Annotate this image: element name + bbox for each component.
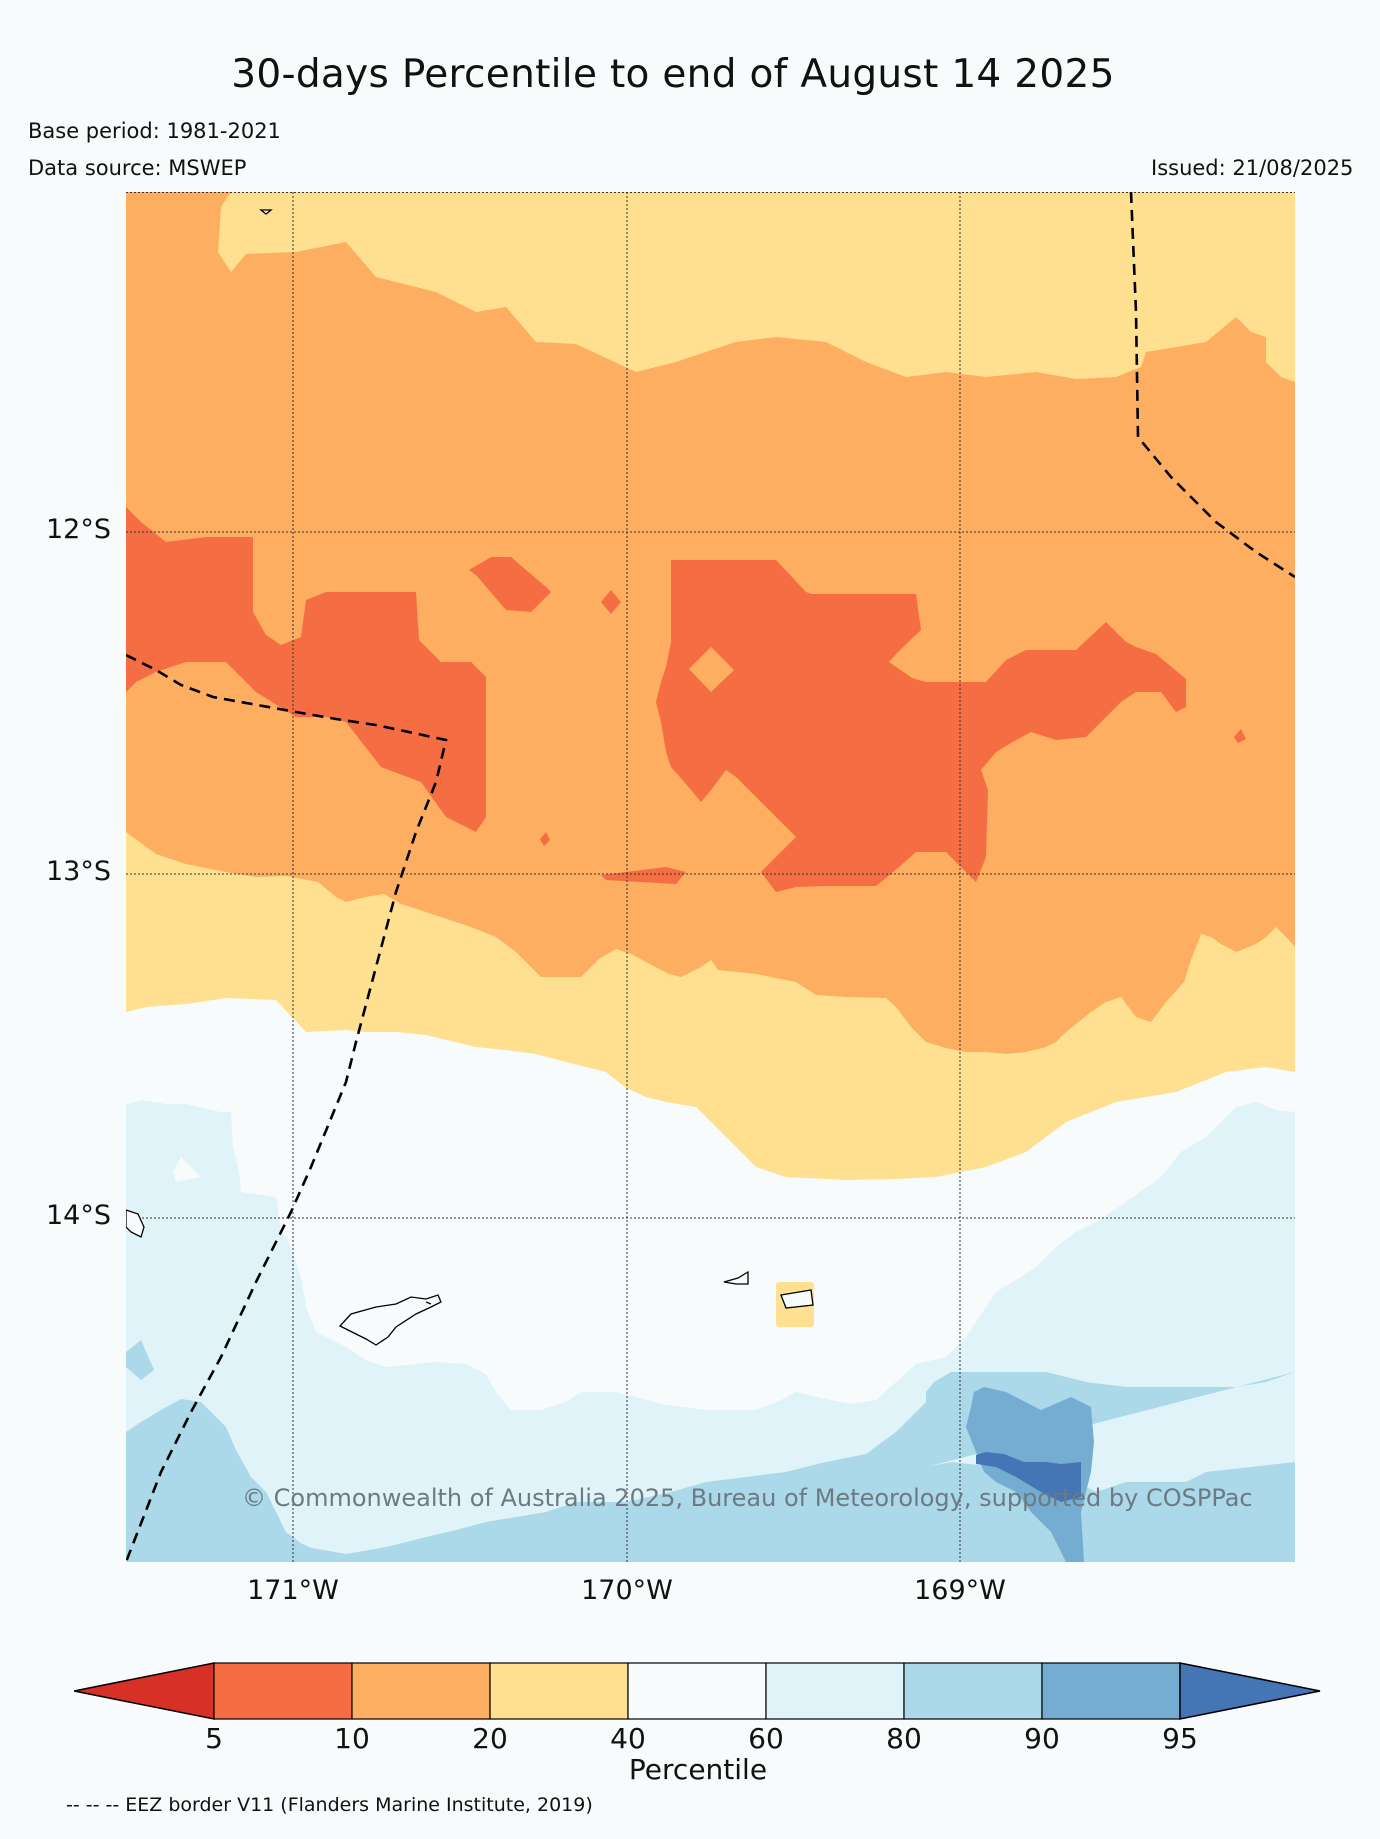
islands (126, 209, 814, 1346)
band-5-10-blob-e (1234, 729, 1246, 743)
map-title: 30-days Percentile to end of August 14 2… (231, 52, 1115, 97)
eez-legend-note: -- -- -- EEZ border V11 (Flanders Marine… (66, 1794, 593, 1816)
island-ofu-olosega (723, 1270, 749, 1285)
island-aunuu (425, 1301, 432, 1305)
island-tutuila (338, 1294, 442, 1346)
eez-border-west (126, 653, 448, 1562)
colorbar-tick-40: 40 (610, 1722, 646, 1755)
colorbar-tick-80: 80 (886, 1722, 922, 1755)
colorbar-label: Percentile (628, 1753, 768, 1786)
colorbar-20-40 (489, 1662, 629, 1720)
band-5-10-blob-b (601, 590, 621, 614)
band-5-10-blob-c (601, 867, 686, 884)
lon-label-171w: 171°W (247, 1575, 339, 1606)
base-period: Base period: 1981-2021 (28, 119, 281, 143)
band-80-90-sw-patch (126, 1399, 286, 1562)
colorbar-tick-60: 60 (748, 1722, 784, 1755)
graticule (126, 192, 1295, 1562)
lon-label-170w: 170°W (581, 1575, 673, 1606)
eez-border-east (1129, 192, 1295, 579)
copyright-credit: © Commonwealth of Australia 2025, Bureau… (242, 1484, 1253, 1512)
band-5-10-east (656, 560, 1186, 892)
data-source: Data source: MSWEP (28, 156, 247, 180)
eez-border (126, 192, 1295, 1562)
band-5-10-blob-d (540, 832, 550, 846)
colorbar-tick-95: 95 (1162, 1722, 1198, 1755)
colorbar-tick-20: 20 (472, 1722, 508, 1755)
map-area (126, 192, 1295, 1562)
band-80-90-w-patch (126, 1340, 154, 1380)
band-10-20-hole (689, 647, 734, 692)
colorbar-80-90 (903, 1662, 1043, 1720)
colorbar-60-80 (765, 1662, 905, 1720)
colorbar (74, 1662, 1321, 1720)
band-60-80-inlet (173, 1157, 201, 1182)
colorbar-below-5 (74, 1662, 215, 1720)
lat-label-13s: 13°S (46, 856, 111, 887)
colorbar-tick-5: 5 (205, 1722, 223, 1755)
island-swains (259, 209, 273, 215)
issued-date: Issued: 21/08/2025 (1151, 156, 1354, 180)
island-tau (780, 1289, 814, 1309)
band-above-95 (976, 1452, 1081, 1502)
colorbar-10-20 (351, 1662, 491, 1720)
percentile-map (126, 192, 1295, 1562)
band-5-10-west (126, 507, 486, 832)
colorbar-above-95 (1179, 1662, 1321, 1720)
lat-label-12s: 12°S (46, 514, 111, 545)
colorbar-5-10 (213, 1662, 353, 1720)
island-west (126, 1209, 145, 1238)
lon-label-169w: 169°W (914, 1575, 1006, 1606)
lat-label-14s: 14°S (46, 1200, 111, 1231)
colorbar-90-95 (1041, 1662, 1181, 1720)
colorbar-40-60 (627, 1662, 767, 1720)
colorbar-tick-10: 10 (334, 1722, 370, 1755)
colorbar-tick-90: 90 (1024, 1722, 1060, 1755)
band-5-10-blob-a (469, 557, 551, 612)
